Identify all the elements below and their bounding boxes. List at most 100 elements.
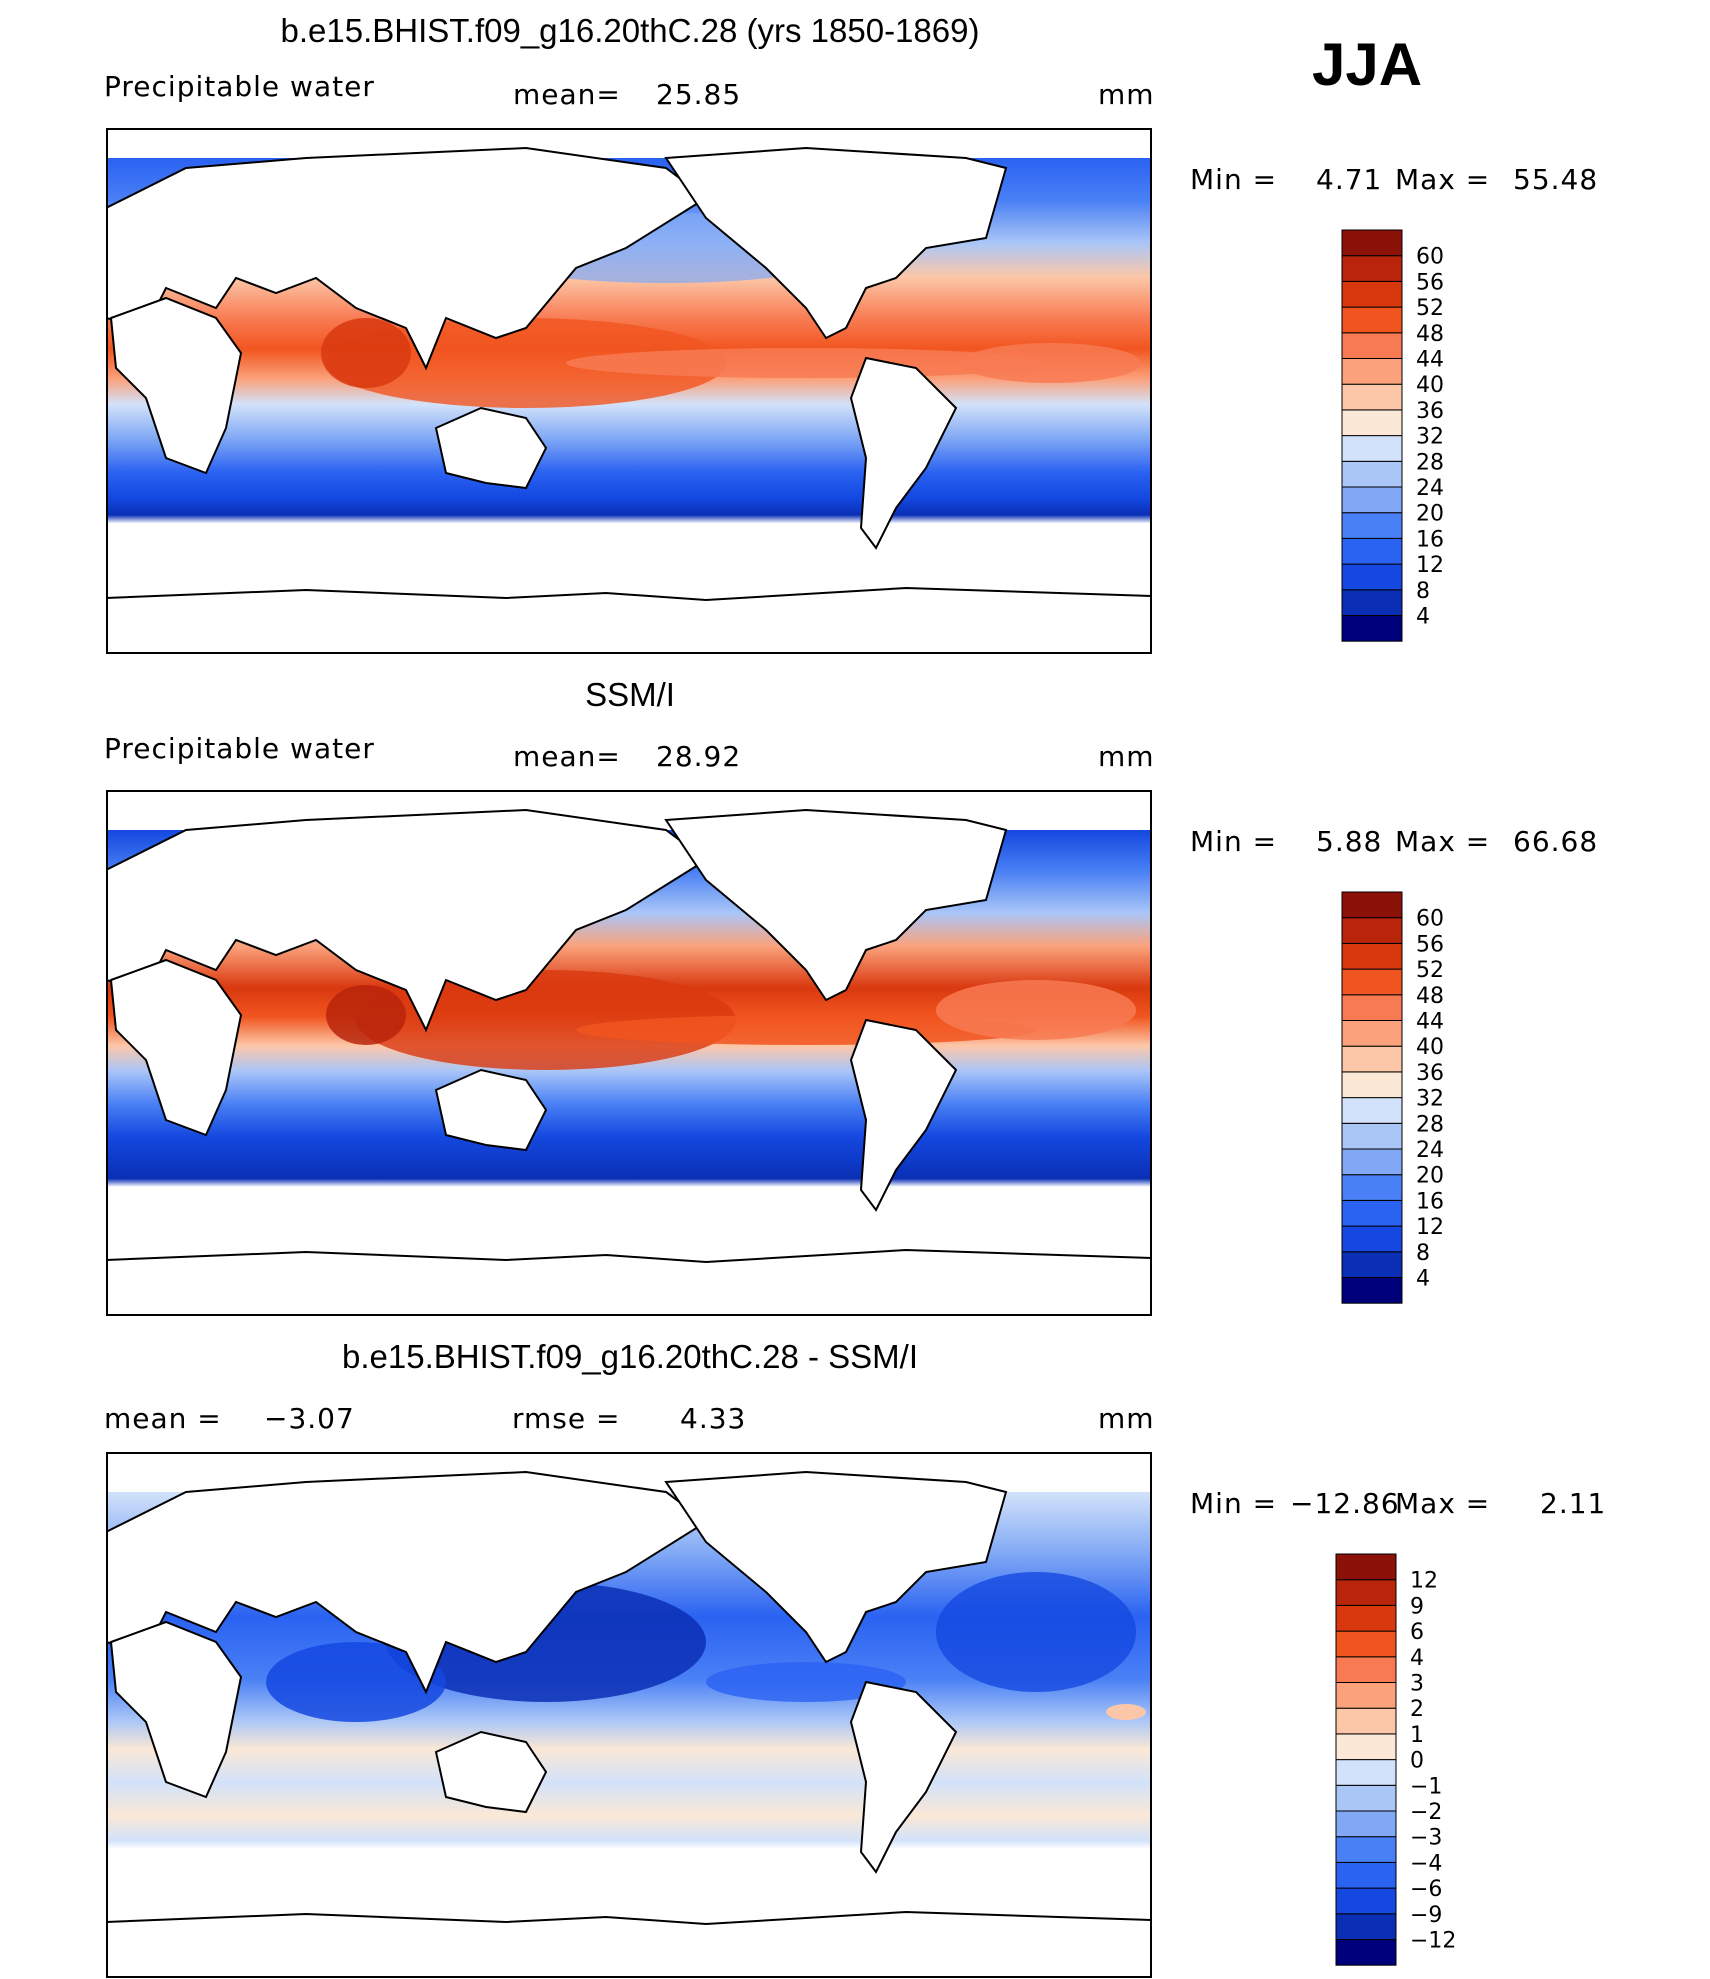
colorbar-tick-label: 12 (1416, 1215, 1444, 1240)
colorbar-tick-label: 48 (1416, 984, 1444, 1009)
colorbar-swatch (1341, 917, 1403, 944)
panel3-east-pacific-bias (706, 1662, 906, 1702)
colorbar-swatch (1341, 1122, 1403, 1150)
colorbar-swatch (1341, 1174, 1403, 1201)
colorbar-tick-label: 16 (1416, 1189, 1444, 1214)
panel1-pacific-itcz (566, 348, 1046, 378)
colorbar-swatch (1341, 994, 1403, 1022)
colorbar-swatch (1341, 1251, 1403, 1278)
colorbar-swatch (1335, 1913, 1397, 1940)
panel1-land-north-america (664, 146, 1008, 340)
colorbar-swatch (1335, 1759, 1397, 1786)
colorbar-swatch (1341, 563, 1403, 591)
colorbar-tick-label: 40 (1416, 373, 1444, 398)
colorbar-swatch (1341, 589, 1403, 616)
panel2-land-australia (434, 1068, 548, 1152)
panel1-max-value: 55.48 (1513, 163, 1599, 196)
colorbar-swatch (1335, 1604, 1397, 1632)
colorbar-swatch (1341, 1045, 1403, 1073)
panel2-land-south-america (849, 1018, 958, 1212)
panel1-frame (106, 128, 1152, 654)
colorbar-swatch (1335, 1939, 1397, 1966)
panel1-map (106, 128, 1152, 654)
panel3-land-north-america (664, 1470, 1008, 1664)
colorbar-swatch (1335, 1579, 1397, 1606)
colorbar-swatch (1341, 891, 1403, 919)
panel2-atlantic-warm (936, 980, 1136, 1040)
colorbar-tick-label: 1 (1410, 1723, 1424, 1748)
colorbar-swatch (1341, 486, 1403, 514)
colorbar-tick-label: 36 (1416, 399, 1444, 424)
colorbar-tick-label: 0 (1410, 1749, 1424, 1774)
panel3-max-label: Max = (1395, 1487, 1491, 1520)
colorbar-tick-label: 36 (1416, 1061, 1444, 1086)
panel1-atlantic-warm (961, 343, 1141, 383)
panel1-min-label: Min = (1190, 163, 1278, 196)
colorbar-swatch (1335, 1553, 1397, 1581)
colorbar-swatch (1335, 1707, 1397, 1735)
colorbar-tick-label: 8 (1416, 579, 1430, 604)
panel2-mean-label: mean= (513, 740, 621, 773)
colorbar-tick-label: 3 (1410, 1672, 1424, 1697)
panel1-max-label: Max = (1395, 163, 1491, 196)
colorbar-tick-label: 16 (1416, 527, 1444, 552)
colorbar-swatch (1341, 1097, 1403, 1124)
panel2-min-label: Min = (1190, 825, 1278, 858)
panel3-rmse-label: rmse = (512, 1402, 621, 1435)
colorbar-swatch (1341, 537, 1403, 565)
colorbar-tick-label: 40 (1416, 1035, 1444, 1060)
colorbar-swatch (1335, 1733, 1397, 1761)
colorbar-tick-label: 56 (1416, 270, 1444, 295)
colorbar-tick-label: 52 (1416, 958, 1444, 983)
colorbar-tick-label: −12 (1410, 1929, 1456, 1954)
panel1-land-antarctica (106, 586, 1152, 602)
panel3-rmse-value: 4.33 (680, 1402, 747, 1435)
panel3-positive-patch (1106, 1704, 1146, 1720)
colorbar-tick-label: 12 (1410, 1569, 1438, 1594)
colorbar-swatch (1335, 1810, 1397, 1838)
colorbar-swatch (1341, 1199, 1403, 1227)
colorbar-tick-label: 32 (1416, 425, 1444, 450)
colorbar-tick-label: 24 (1416, 476, 1444, 501)
colorbar-tick-label: −1 (1410, 1774, 1442, 1799)
colorbar-tick-label: 4 (1416, 605, 1430, 630)
panel1-bay-of-bengal (321, 318, 411, 388)
colorbar-tick-label: 56 (1416, 932, 1444, 957)
colorbar-tick-label: 6 (1410, 1620, 1424, 1645)
panel1-land-africa (109, 296, 243, 475)
panel2-variable-label: Precipitable water (104, 732, 375, 765)
panel2-land-antarctica (106, 1248, 1152, 1264)
panel2-mean-value: 28.92 (656, 740, 742, 773)
colorbar-tick-label: 60 (1416, 907, 1444, 932)
panel2-land-eurasia (106, 808, 708, 1033)
panel3-land-south-america (849, 1680, 958, 1874)
colorbar-tick-label: 52 (1416, 296, 1444, 321)
panel3-land-africa (109, 1620, 243, 1799)
colorbar-tick-label: 8 (1416, 1241, 1430, 1266)
colorbar-tick-label: 20 (1416, 502, 1444, 527)
colorbar-swatch (1335, 1682, 1397, 1709)
panel3-mean-value: −3.07 (264, 1402, 355, 1435)
colorbar-swatch (1341, 1071, 1403, 1099)
panel2-map (106, 790, 1152, 1316)
panel2-min-value: 5.88 (1316, 825, 1383, 858)
panel3-land-antarctica (106, 1910, 1152, 1926)
panel1-land-eurasia (106, 146, 708, 371)
colorbar-tick-label: 4 (1410, 1646, 1424, 1671)
panel3-land-australia (434, 1730, 548, 1814)
colorbar-swatch (1335, 1887, 1397, 1915)
colorbar-swatch (1341, 460, 1403, 488)
colorbar-swatch (1341, 1020, 1403, 1047)
colorbar-swatch (1335, 1861, 1397, 1889)
colorbar-tick-label: 24 (1416, 1138, 1444, 1163)
colorbar-tick-label: −3 (1410, 1826, 1442, 1851)
panel2-bay-of-bengal (326, 985, 406, 1045)
colorbar-swatch (1341, 358, 1403, 385)
colorbar-swatch (1341, 435, 1403, 462)
colorbar-tick-label: 32 (1416, 1087, 1444, 1112)
panel2-land-north-america (664, 808, 1008, 1002)
colorbar-tick-label: −6 (1410, 1877, 1442, 1902)
panel3-land-eurasia (106, 1470, 708, 1695)
colorbar-tick-label: −9 (1410, 1903, 1442, 1928)
colorbar-swatch (1341, 409, 1403, 437)
